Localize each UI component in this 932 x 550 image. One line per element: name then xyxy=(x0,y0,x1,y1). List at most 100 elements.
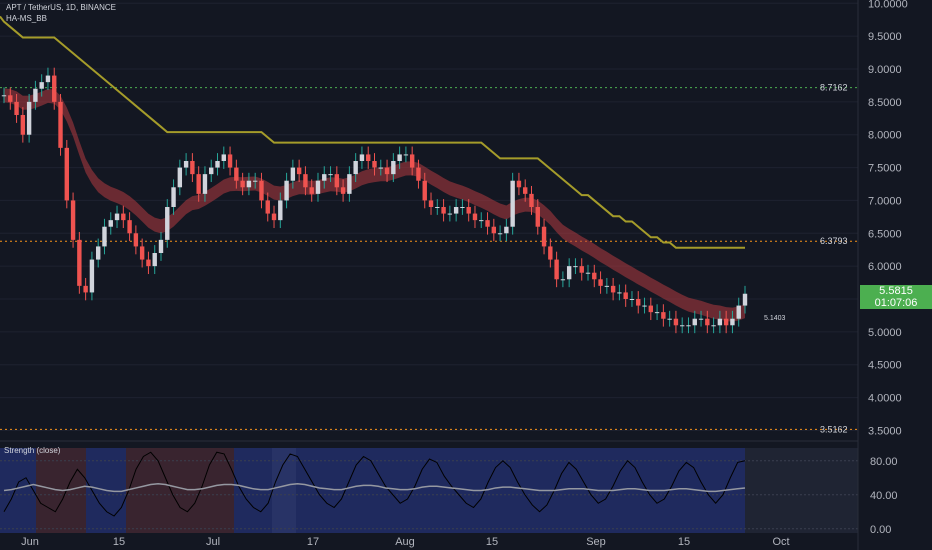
candle-body xyxy=(165,207,170,240)
osc-band xyxy=(745,448,858,533)
candle-body xyxy=(403,154,409,156)
candle-body xyxy=(604,285,610,287)
candle-body xyxy=(422,180,427,201)
osc-tick-label: 40.00 xyxy=(870,490,898,502)
symbol-legend[interactable]: APT / TetherUS, 1D, BINANCE xyxy=(6,3,116,12)
y-tick-label: 5.0000 xyxy=(868,327,902,339)
candle-body xyxy=(33,88,38,102)
candle-body xyxy=(353,161,358,175)
candle-body xyxy=(303,174,308,188)
candle-body xyxy=(259,180,264,201)
level-label: 6.3793 xyxy=(820,236,848,246)
candle-body xyxy=(579,266,584,273)
candle-body xyxy=(347,174,352,194)
candle-body xyxy=(1,95,7,97)
candle-body xyxy=(209,167,214,175)
level-label: 3.5162 xyxy=(820,424,848,434)
candle-body xyxy=(234,167,239,181)
candle-body xyxy=(711,325,716,327)
candle-body xyxy=(629,299,635,300)
y-tick-label: 3.5000 xyxy=(868,425,902,437)
candle-body xyxy=(359,154,365,161)
candle-body xyxy=(52,75,57,102)
candle-body xyxy=(610,285,616,293)
oscillator-legend[interactable]: Strength (close) xyxy=(4,446,61,455)
x-tick-label: 15 xyxy=(113,536,125,548)
candle-body xyxy=(322,174,327,181)
candle-body xyxy=(566,266,572,280)
y-tick-label: 9.5000 xyxy=(868,31,902,43)
countdown-tag: 01:07:06 xyxy=(860,297,932,309)
y-tick-label: 6.5000 xyxy=(868,228,902,240)
candle-body xyxy=(523,187,528,194)
candle-body xyxy=(340,187,346,194)
candle-body xyxy=(171,187,176,207)
candle-body xyxy=(221,154,226,161)
candle-body xyxy=(121,213,126,221)
candle-body xyxy=(89,259,95,293)
candle-body xyxy=(736,305,741,319)
x-tick-label: 15 xyxy=(678,536,690,548)
x-tick-label: 15 xyxy=(486,536,498,548)
candle-body xyxy=(265,200,270,214)
candle-body xyxy=(45,75,51,83)
candle-body xyxy=(397,154,402,161)
osc-tick-label: 0.00 xyxy=(870,524,891,536)
candle-body xyxy=(680,325,685,327)
x-tick-label: Jun xyxy=(21,536,39,548)
osc-band xyxy=(234,448,272,533)
y-tick-label: 7.0000 xyxy=(868,195,902,207)
candle-body xyxy=(548,246,553,260)
candle-body xyxy=(491,226,497,234)
candle-body xyxy=(466,207,471,214)
candle-body xyxy=(516,180,522,188)
candle-body xyxy=(334,174,340,188)
candle-body xyxy=(705,318,710,326)
candle-body xyxy=(70,200,76,240)
candle-body xyxy=(240,180,245,188)
level-label: 8.7162 xyxy=(820,83,848,93)
candle-body xyxy=(252,180,258,182)
candle-body xyxy=(598,279,603,286)
candle-body xyxy=(730,318,735,326)
osc-tick-label: 80.00 xyxy=(870,456,898,468)
candle-body xyxy=(573,266,578,268)
candle-body xyxy=(698,318,704,320)
candle-body xyxy=(77,239,82,286)
ma-ribbon xyxy=(4,88,745,322)
candle-body xyxy=(585,272,591,274)
candle-body xyxy=(246,180,252,188)
candle-body xyxy=(428,200,434,207)
candle-body xyxy=(648,305,654,313)
oscillator-line xyxy=(3,451,746,517)
candle-body xyxy=(441,207,446,214)
candle-body xyxy=(26,101,32,135)
x-tick-label: 17 xyxy=(307,536,319,548)
candle-body xyxy=(315,180,321,194)
candle-body xyxy=(460,207,465,208)
candle-body xyxy=(309,187,314,194)
x-tick-label: Oct xyxy=(772,536,789,548)
y-tick-label: 6.0000 xyxy=(868,261,902,273)
candle-body xyxy=(152,253,157,267)
candle-body xyxy=(504,226,509,234)
candle-body xyxy=(177,167,183,188)
candle-body xyxy=(409,154,415,168)
candle-body xyxy=(617,292,622,294)
candle-body xyxy=(661,312,666,319)
candle-body xyxy=(623,292,628,299)
osc-band xyxy=(272,448,296,533)
candle-body xyxy=(510,180,515,227)
x-tick-label: Sep xyxy=(586,536,606,548)
olive-trend-line xyxy=(0,15,745,249)
candle-body xyxy=(290,167,296,181)
candle-body xyxy=(667,318,672,320)
y-tick-label: 4.0000 xyxy=(868,393,902,405)
candle-body xyxy=(215,161,220,168)
indicator-legend[interactable]: HA-MS_BB xyxy=(6,14,47,23)
y-tick-label: 10.0000 xyxy=(868,0,908,10)
candle-body xyxy=(20,115,26,135)
candle-body xyxy=(384,167,390,175)
candle-body xyxy=(139,246,145,260)
